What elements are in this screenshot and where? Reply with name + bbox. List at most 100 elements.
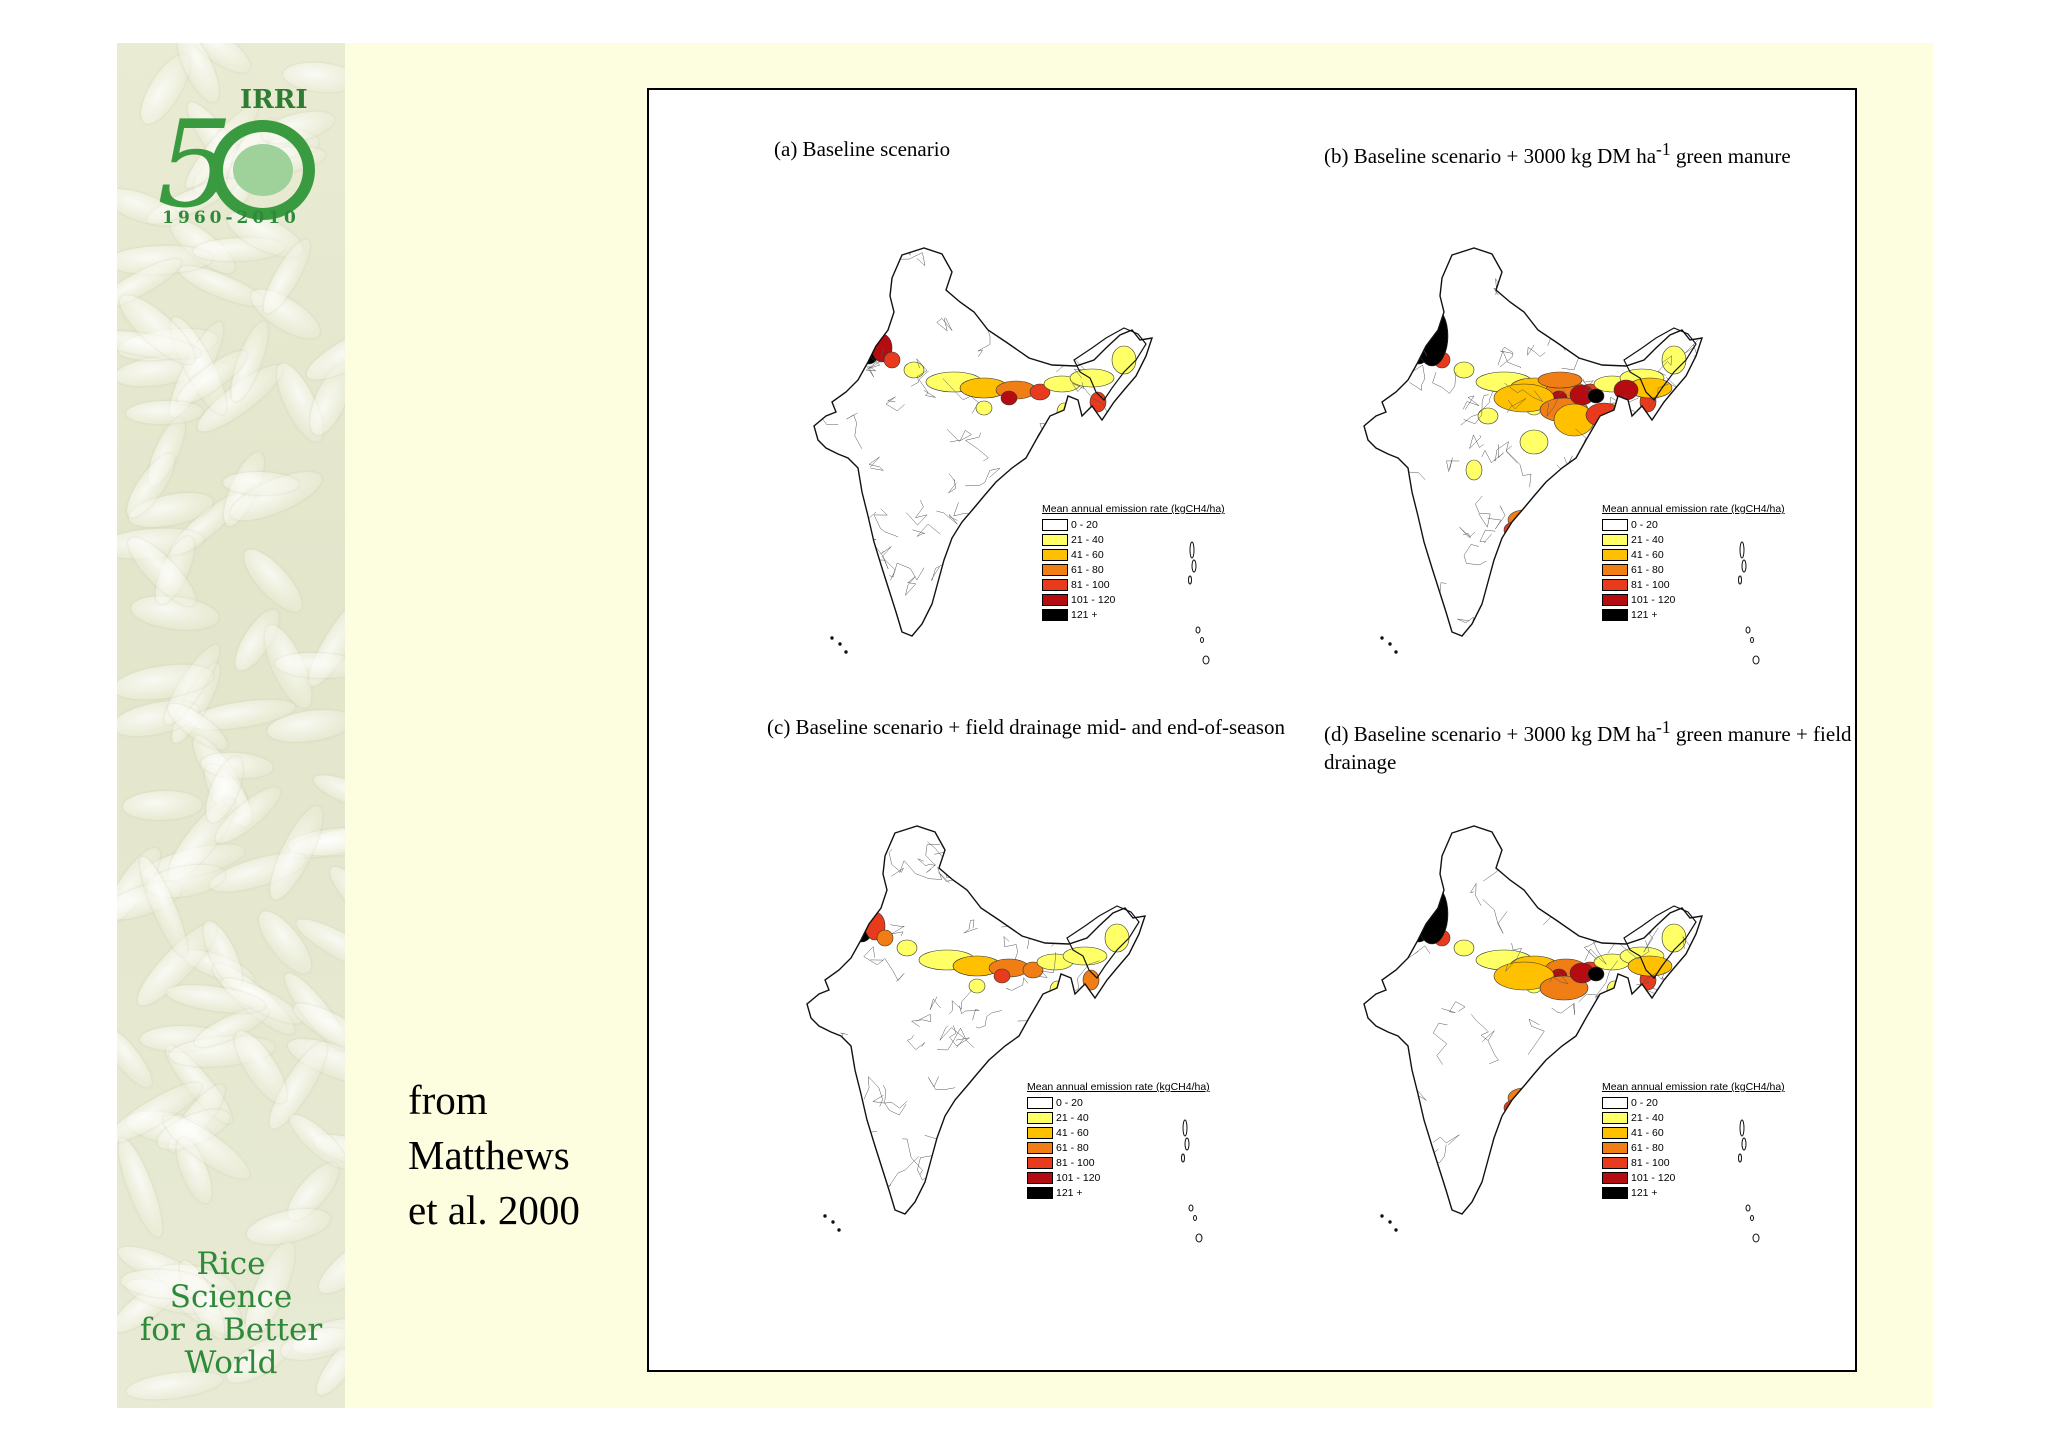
emission-district [1627,1005,1645,1027]
legend-item: 101 - 120 [1602,1170,1785,1185]
legend-swatch [1602,1186,1628,1199]
legend-item: 41 - 60 [1027,1125,1210,1140]
emission-district [1062,946,1108,966]
legend-label: 41 - 60 [1631,1126,1664,1139]
emission-district [1056,997,1078,1019]
emission-district [1495,1149,1513,1167]
panel-title: (d) Baseline scenario + 3000 kg DM ha-1 … [1324,717,1852,774]
legend-item: 0 - 20 [1027,1095,1210,1110]
emission-district [1051,441,1073,459]
legend-label: 21 - 40 [1631,1111,1664,1124]
emission-district [1111,345,1137,375]
map-panel-d: (d) Baseline scenario + 3000 kg DM ha-1 … [1324,713,1884,1291]
legend-swatch [1602,593,1628,606]
andaman-islands [823,1119,1203,1243]
legend-item: 61 - 80 [1042,562,1225,577]
emission-district [1082,969,1100,991]
rice-grain [122,789,204,821]
legend-title: Mean annual emission rate (kgCH4/ha) [1042,503,1225,515]
legend-swatch [1027,1126,1053,1139]
emission-district [1601,441,1623,459]
emission-district [1601,1004,1647,1042]
emission-district [1627,427,1645,449]
emission-district [1089,391,1107,413]
legend-title: Mean annual emission rate (kgCH4/ha) [1027,1081,1210,1093]
emission-district [1420,290,1436,306]
legend-item: 81 - 100 [1602,1155,1785,1170]
legend-item: 81 - 100 [1042,577,1225,592]
legend-item: 21 - 40 [1042,532,1225,547]
citation-line-3: et al. 2000 [408,1187,580,1233]
emission-district [1000,390,1018,406]
legend-item: 41 - 60 [1602,1125,1785,1140]
emission-district [1070,1005,1088,1027]
legend-item: 0 - 20 [1602,1095,1785,1110]
emission-district [1661,923,1687,953]
legend-item: 0 - 20 [1602,517,1785,532]
emission-district [1587,966,1605,982]
legend-item: 0 - 20 [1042,517,1225,532]
map-panel-b: (b) Baseline scenario + 3000 kg DM ha-1 … [1324,135,1884,713]
legend-label: 121 + [1071,608,1098,621]
legend-item: 121 + [1602,607,1785,622]
citation-line-2: Matthews [408,1132,570,1178]
legend-swatch [1042,548,1068,561]
legend-item: 61 - 80 [1602,1140,1785,1155]
emission-district [1453,361,1475,379]
tagline-line-4: World [184,1345,278,1381]
legend-title: Mean annual emission rate (kgCH4/ha) [1602,503,1785,515]
emission-district [896,939,918,957]
emission-district [903,361,925,379]
legend-label: 21 - 40 [1071,533,1104,546]
legend-swatch [1602,533,1628,546]
legend-swatch [1027,1186,1053,1199]
legend-label: 121 + [1631,1186,1658,1199]
emission-district [844,897,860,919]
emission-district [1069,368,1115,388]
map-legend: Mean annual emission rate (kgCH4/ha) 0 - … [1027,1081,1210,1200]
legend-label: 0 - 20 [1056,1096,1083,1109]
legend-label: 101 - 120 [1631,593,1676,606]
legend-item: 81 - 100 [1602,577,1785,592]
legend-swatch [1027,1141,1053,1154]
legend-swatch [1027,1111,1053,1124]
legend-label: 0 - 20 [1071,518,1098,531]
emission-district [1601,1019,1623,1037]
legend-label: 41 - 60 [1071,548,1104,561]
emission-district [1519,429,1549,455]
legend-swatch [1602,608,1628,621]
emission-district [870,290,886,306]
emission-district [1420,868,1436,884]
emission-district [1029,383,1051,401]
emission-district [1077,427,1095,449]
emission-district [1633,417,1655,447]
map-legend: Mean annual emission rate (kgCH4/ha) 0 - … [1602,503,1785,622]
legend-title: Mean annual emission rate (kgCH4/ha) [1602,1081,1785,1093]
tagline-line-2: Science [169,1279,293,1315]
legend-label: 101 - 120 [1071,593,1116,606]
legend-item: 21 - 40 [1602,1110,1785,1125]
legend-label: 61 - 80 [1071,563,1104,576]
legend-swatch [1042,593,1068,606]
citation-line-1: from [408,1077,488,1123]
emission-district [1063,419,1085,441]
slide: 5 IRRI 1960-2010 Rice Science for a Bett… [117,43,1933,1408]
legend-label: 21 - 40 [1631,533,1664,546]
emission-district [1493,383,1555,413]
legend-swatch [1042,533,1068,546]
legend-swatch [1602,1111,1628,1124]
map-legend: Mean annual emission rate (kgCH4/ha) 0 - … [1042,503,1225,622]
map-legend: Mean annual emission rate (kgCH4/ha) 0 - … [1602,1081,1785,1200]
legend-swatch [1602,578,1628,591]
legend-label: 121 + [1056,1186,1083,1199]
emission-district [1493,961,1555,991]
legend-item: 121 + [1602,1185,1785,1200]
legend-item: 21 - 40 [1027,1110,1210,1125]
rice-grain [226,1024,297,1111]
india-map [1363,247,1760,665]
india-map [1363,825,1760,1243]
figure-frame: (a) Baseline scenario Mean annual emissio… [647,88,1857,1372]
map-panel-c: (c) Baseline scenario + field drainage m… [767,713,1327,1291]
tagline-line-1: Rice [196,1246,266,1282]
emission-district [883,351,901,369]
